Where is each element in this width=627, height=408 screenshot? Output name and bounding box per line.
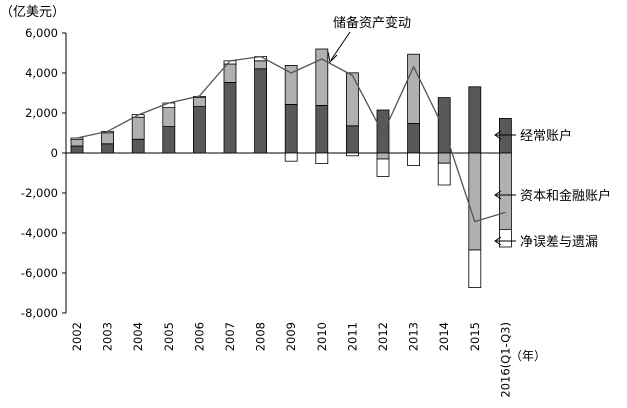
bar-errors: [315, 152, 329, 164]
bar-errors: [498, 228, 512, 248]
y-tick-label: -4,000: [21, 226, 58, 240]
x-tick-label: 2011: [345, 322, 359, 351]
bar-current: [192, 106, 206, 154]
bar-capital: [192, 97, 206, 107]
bar-current: [376, 109, 390, 154]
bar-capital: [407, 53, 421, 124]
y-axis: -8,000 -6,000 -4,000 -2,000 0 2,000 4,000 6,000: [21, 26, 500, 320]
bar-capital: [437, 152, 451, 164]
bar-capital: [345, 72, 359, 127]
bar-current: [101, 143, 114, 154]
bar-capital: [162, 107, 176, 127]
y-tick-label: 2,000: [25, 106, 58, 120]
x-tick-label: 2003: [101, 322, 115, 351]
x-tick-label: 2007: [223, 322, 237, 351]
x-tick-label: 2015: [468, 322, 482, 351]
errors-arrow-head: [494, 236, 502, 246]
bar-capital: [223, 63, 237, 83]
bar-errors: [407, 152, 421, 166]
x-tick-label: 2013: [407, 322, 421, 351]
bar-capital: [254, 60, 268, 70]
bar-errors: [70, 137, 84, 141]
y-tick-label: 0: [51, 146, 58, 160]
x-tick-label: 2005: [162, 322, 176, 351]
bar-errors: [437, 162, 451, 186]
x-tick-label: 2009: [284, 322, 298, 351]
current-arrow-head: [494, 130, 502, 140]
y-tick-label: 6,000: [25, 26, 58, 40]
bar-current: [131, 138, 145, 154]
reserve-arrow: [330, 31, 351, 61]
bar-current: [315, 105, 329, 154]
current-account-label: 经常账户: [520, 128, 572, 144]
errors-label: 净误差与遗漏: [520, 234, 598, 250]
bar-capital: [101, 132, 114, 145]
bar-current: [407, 123, 421, 154]
x-tick-label: 2014: [437, 322, 451, 351]
bar-errors: [345, 152, 359, 157]
x-tick-label: 2002: [70, 322, 84, 351]
y-tick-label: -8,000: [21, 306, 58, 320]
bar-capital: [376, 152, 390, 160]
bar-capital: [498, 152, 512, 230]
x-tick-label: 2004: [131, 322, 145, 351]
y-tick-label: 4,000: [25, 66, 58, 80]
bar-capital: [70, 139, 84, 147]
bar-capital: [284, 65, 298, 105]
capital-account-label: 资本和金融账户: [520, 188, 611, 204]
bar-errors: [468, 249, 482, 288]
reserve-line-label: 储备资产变动: [333, 15, 411, 31]
y-tick-label: -2,000: [21, 186, 58, 200]
bar-capital: [315, 48, 329, 106]
y-unit-label: （亿美元）: [0, 5, 65, 20]
bar-current: [498, 118, 512, 154]
bar-current: [70, 145, 84, 154]
bar-current: [345, 125, 359, 154]
x-unit-label: （年）: [510, 349, 546, 363]
x-tick-label: 2012: [376, 322, 390, 351]
reserve-line-path: [76, 55, 506, 223]
x-axis: 2002 2003 2004 2005 2006 2007 2008 2009 2010 2011…: [70, 322, 512, 398]
bar-current: [284, 104, 298, 154]
bar-current: [437, 97, 451, 154]
reserve-arrow-head: [327, 51, 338, 64]
y-tick-label: -6,000: [21, 266, 58, 280]
bar-capital: [468, 152, 482, 251]
capital-arrow-head: [494, 190, 502, 200]
bar-current: [468, 86, 482, 154]
x-tick-label: 2006: [192, 322, 206, 351]
bar-current: [223, 82, 237, 154]
bars: [70, 48, 512, 288]
bar-current: [162, 126, 176, 154]
bar-capital: [131, 116, 145, 140]
bar-errors: [376, 158, 390, 177]
bar-current: [254, 68, 268, 154]
x-tick-label: 2010: [315, 322, 329, 351]
reserve-line: [76, 55, 506, 223]
x-tick-label: 2008: [254, 322, 268, 351]
x-tick-label: 2016(Q1-Q3): [498, 322, 512, 398]
bar-errors: [284, 152, 298, 162]
